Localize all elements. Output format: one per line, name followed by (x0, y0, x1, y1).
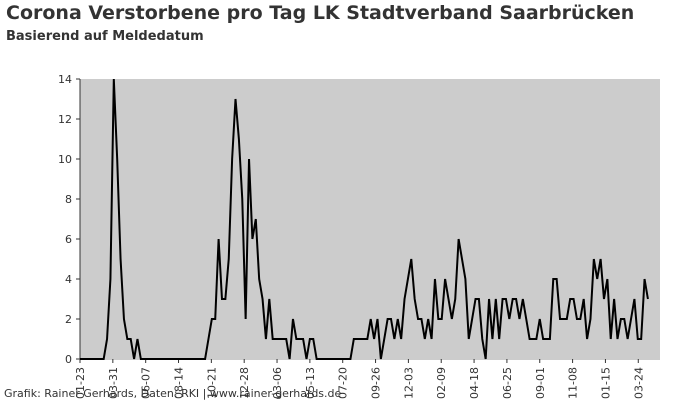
chart-subtitle: Basierend auf Meldedatum (6, 29, 204, 44)
x-tick-label: 03-24 (632, 367, 645, 399)
plot-background (80, 79, 660, 360)
x-tick-label: 06-25 (501, 367, 514, 399)
y-tick-label: 10 (58, 153, 72, 166)
x-tick-label: 01-23 (74, 367, 87, 399)
x-tick-label: 09-26 (370, 367, 383, 399)
chart-title: Corona Verstorbene pro Tag LK Stadtverba… (6, 2, 634, 24)
x-tick-label: 07-20 (337, 367, 350, 399)
y-tick-label: 2 (65, 313, 72, 326)
x-tick-label: 08-14 (173, 367, 186, 399)
x-tick-label: 05-13 (304, 367, 317, 399)
x-tick-label: 12-28 (238, 367, 251, 399)
x-tick-label: 02-09 (435, 367, 448, 399)
x-tick-label: 11-08 (567, 367, 580, 399)
x-tick-label: 09-01 (534, 367, 547, 399)
data-line (80, 78, 649, 360)
y-tick-label: 0 (65, 353, 72, 366)
x-tick-label: 06-07 (140, 367, 153, 399)
y-tick-label: 6 (65, 233, 72, 246)
y-tick-label: 8 (65, 193, 72, 206)
footer: Grafik: Rainer Gerhards, Daten: RKI | ww… (4, 387, 342, 400)
x-tick-label: 03-31 (107, 367, 120, 399)
x-tick-label: 10-21 (205, 367, 218, 399)
y-tick-label: 12 (58, 113, 72, 126)
x-tick-label: 01-15 (599, 367, 612, 399)
x-tick-label: 12-03 (402, 367, 415, 399)
x-tick-label: 03-06 (271, 367, 284, 399)
y-tick-label: 14 (58, 73, 72, 86)
x-tick-label: 04-18 (468, 367, 481, 399)
y-tick-label: 4 (65, 273, 72, 286)
